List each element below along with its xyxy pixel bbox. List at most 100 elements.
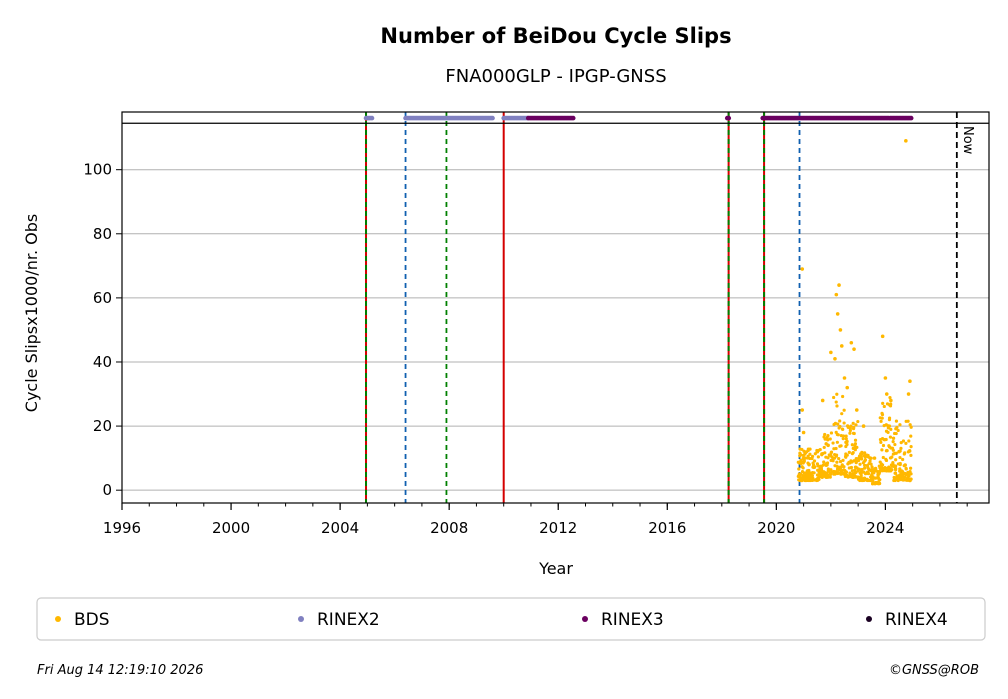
bds-point-269 <box>834 453 839 457</box>
rinex3-point-0-573 <box>570 115 576 121</box>
x-axis: 1996 2000 2004 2008 2012 2016 2020 2024 <box>103 503 968 537</box>
bds-point-288 <box>848 431 852 435</box>
bds-point-676 <box>837 283 841 287</box>
bds-point-690 <box>897 449 901 454</box>
bds-point-548 <box>886 467 890 472</box>
bds-point-553 <box>884 457 888 461</box>
legend-marker-rinex2 <box>298 616 304 622</box>
bds-point-333 <box>850 469 855 473</box>
bds-point-298 <box>844 434 848 438</box>
bds-point-337 <box>851 446 855 450</box>
bds-point-556 <box>891 448 895 452</box>
bds-point-171 <box>826 438 830 442</box>
bds-point-551 <box>880 463 885 467</box>
bds-point-574 <box>893 442 897 447</box>
x-tick-label-0: 1996 <box>103 519 141 537</box>
bds-point-552 <box>880 411 884 415</box>
bds-point-77 <box>797 467 801 471</box>
bds-point-664 <box>797 472 802 476</box>
bds-point-477 <box>873 468 877 473</box>
bds-point-38 <box>816 455 820 459</box>
bds-point-257 <box>838 419 842 423</box>
bds-point-405 <box>858 462 862 466</box>
bds-point-659 <box>903 471 907 476</box>
bds-point-344 <box>852 459 856 463</box>
bds-point-123 <box>804 477 808 481</box>
bds-point-660 <box>894 477 899 481</box>
bds-point-79 <box>808 452 812 456</box>
chart-title: Number of BeiDou Cycle Slips <box>380 24 731 48</box>
legend-label-rinex3: RINEX3 <box>601 610 664 630</box>
bds-point-500 <box>891 461 895 465</box>
bds-point-472 <box>871 479 875 483</box>
bds-point-671 <box>826 443 830 448</box>
bds-point-666 <box>801 430 806 435</box>
bds-point-687 <box>883 376 888 380</box>
bds-point-76 <box>800 476 804 480</box>
gridlines <box>122 169 989 491</box>
bds-point-232 <box>835 392 839 396</box>
bds-point-204 <box>828 471 832 475</box>
bds-point-167 <box>831 441 835 445</box>
bds-point-656 <box>898 461 902 466</box>
bds-point-662 <box>894 427 898 431</box>
bds-point-170 <box>829 450 834 454</box>
bds-point-202 <box>823 472 827 476</box>
bds-point-224 <box>834 400 838 404</box>
bds-point-229 <box>840 412 844 416</box>
bds-point-111 <box>798 478 802 482</box>
bds-point-692 <box>906 392 911 396</box>
bds-point-120 <box>799 461 803 466</box>
y-tick-label-0: 0 <box>102 481 112 499</box>
bds-point-509 <box>885 448 889 453</box>
x-tick-label-5: 2016 <box>648 519 686 537</box>
x-tick-label-1: 2000 <box>212 519 250 537</box>
bds-point-246 <box>842 408 846 412</box>
bds-point-199 <box>821 451 825 456</box>
bds-point-212 <box>835 460 839 464</box>
bds-point-207 <box>818 448 822 452</box>
bds-point-254 <box>841 394 845 399</box>
bds-point-673 <box>833 356 837 361</box>
bds-point-351 <box>849 424 853 428</box>
bds-point-677 <box>838 328 843 332</box>
bds-point-476 <box>873 476 877 480</box>
bds-point-674 <box>834 292 839 297</box>
legend-marker-rinex3 <box>582 616 588 622</box>
bds-point-681 <box>849 340 854 345</box>
bds-point-241 <box>841 437 845 441</box>
bds-point-330 <box>852 425 856 430</box>
bds-point-546 <box>878 416 882 420</box>
bds-point-545 <box>890 455 894 459</box>
bds-point-433 <box>870 465 874 469</box>
rinex2-point-1-493 <box>490 115 495 121</box>
bds-point-479 <box>877 481 881 485</box>
bds-point-186 <box>819 470 824 475</box>
bds-point-276 <box>854 423 858 427</box>
x-tick-label-3: 2008 <box>430 519 468 537</box>
bds-point-258 <box>838 465 842 469</box>
bds-point-116 <box>806 469 810 473</box>
y-tick-label-3: 60 <box>93 289 112 307</box>
bds-point-559 <box>882 437 886 442</box>
bds-point-329 <box>851 421 855 425</box>
legend-label-rinex4: RINEX4 <box>885 610 948 630</box>
bds-point-680 <box>845 385 850 390</box>
bds-point-109 <box>804 473 808 477</box>
bds-point-299 <box>853 438 858 442</box>
footer-timestamp: Fri Aug 14 12:19:10 2026 <box>37 663 203 678</box>
bds-point-558 <box>881 455 885 460</box>
bds-point-622 <box>906 470 910 475</box>
bds-point-625 <box>898 455 902 460</box>
bds-point-646 <box>894 467 898 471</box>
bds-point-262 <box>832 422 836 427</box>
bds-point-672 <box>829 350 833 355</box>
bds-point-494 <box>881 401 885 405</box>
bds-point-536 <box>887 444 891 448</box>
bds-point-569 <box>908 423 912 427</box>
bds-point-428 <box>863 458 868 462</box>
bds-point-689 <box>889 398 893 403</box>
bds-point-386 <box>862 470 866 474</box>
bds-point-182 <box>825 435 829 440</box>
